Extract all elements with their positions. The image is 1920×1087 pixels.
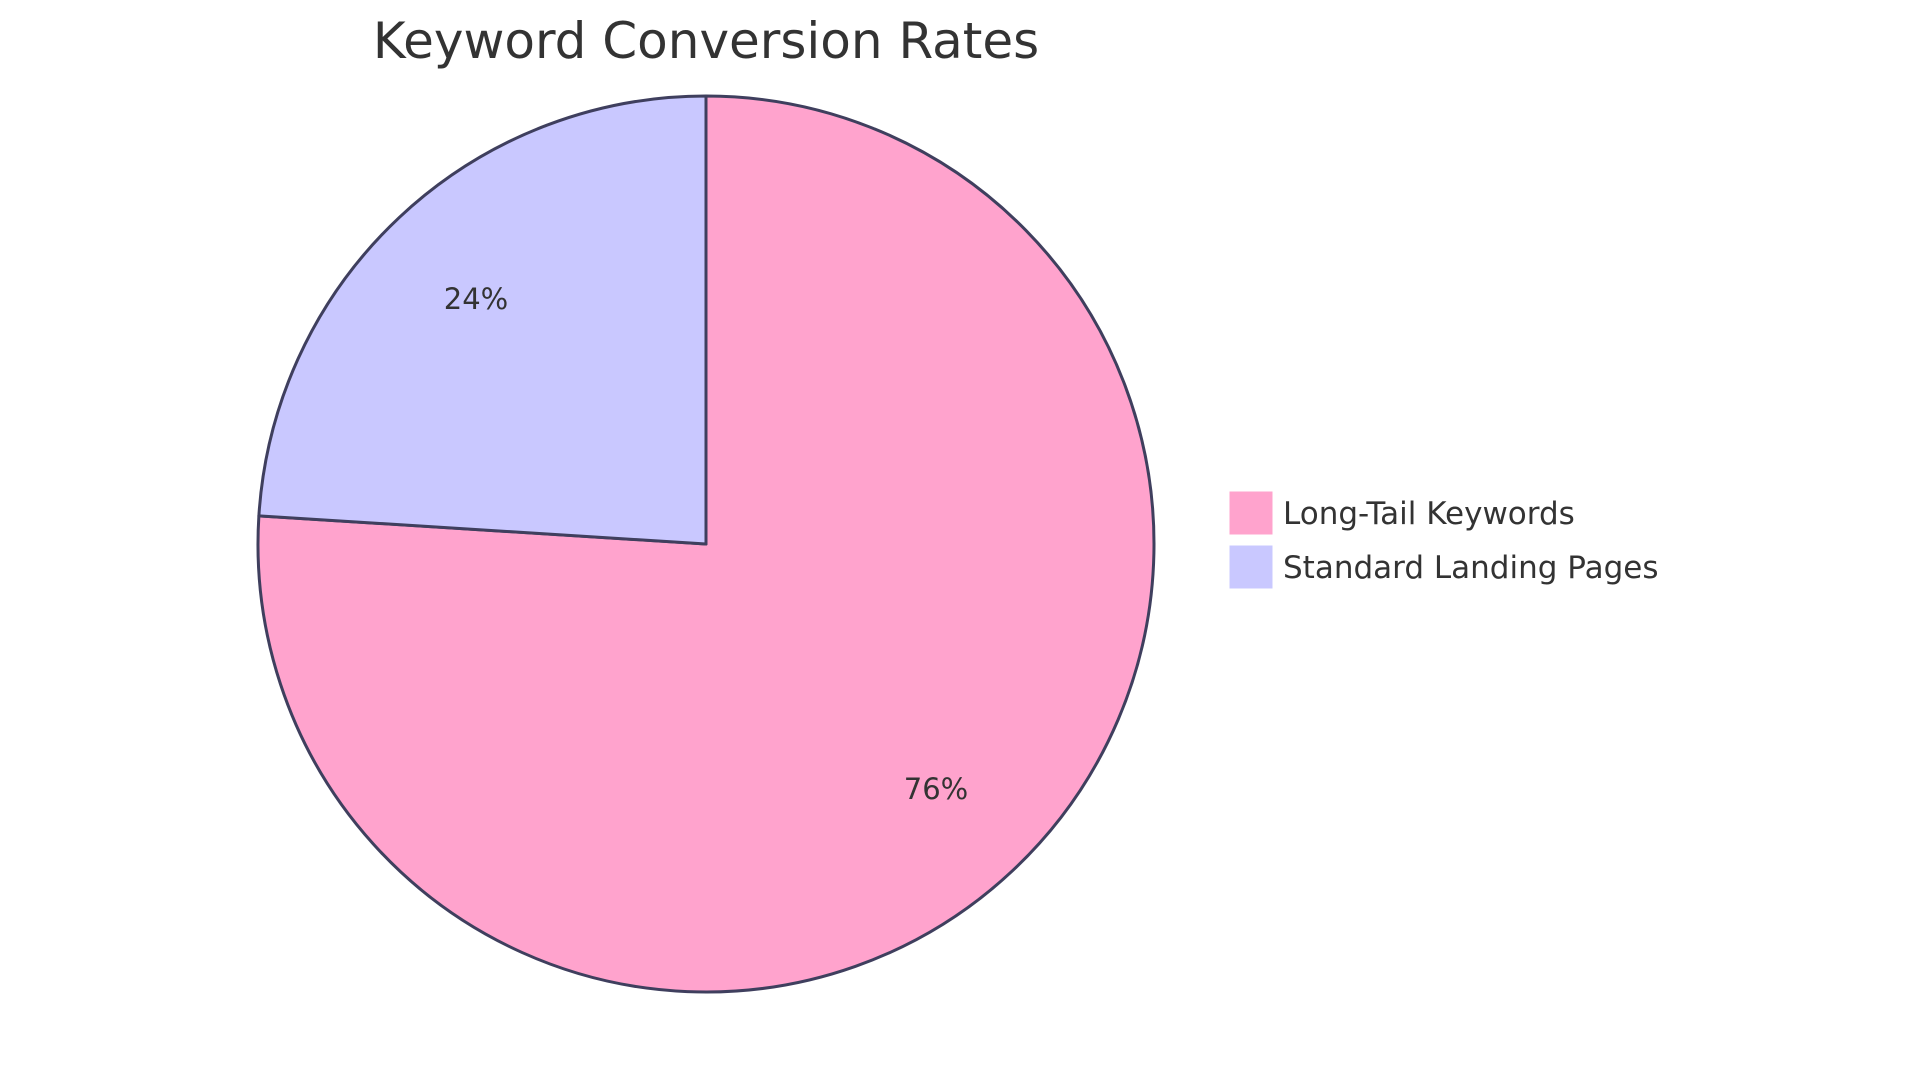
slice-percent-label: 76% — [904, 772, 968, 806]
slice-percent-label: 24% — [444, 282, 508, 316]
legend-label: Standard Landing Pages — [1283, 550, 1658, 586]
pie-slice-labels: 76% 24% — [444, 282, 968, 806]
pie-slice-standard-landing-pages — [257, 94, 708, 546]
pie-slices — [256, 94, 1156, 994]
legend-label: Long-Tail Keywords — [1283, 496, 1575, 532]
legend-swatch — [1228, 490, 1274, 536]
chart-title: Keyword Conversion Rates — [373, 12, 1039, 70]
legend: Long-Tail Keywords Standard Landing Pages — [1228, 490, 1658, 590]
legend-swatch — [1228, 544, 1274, 590]
